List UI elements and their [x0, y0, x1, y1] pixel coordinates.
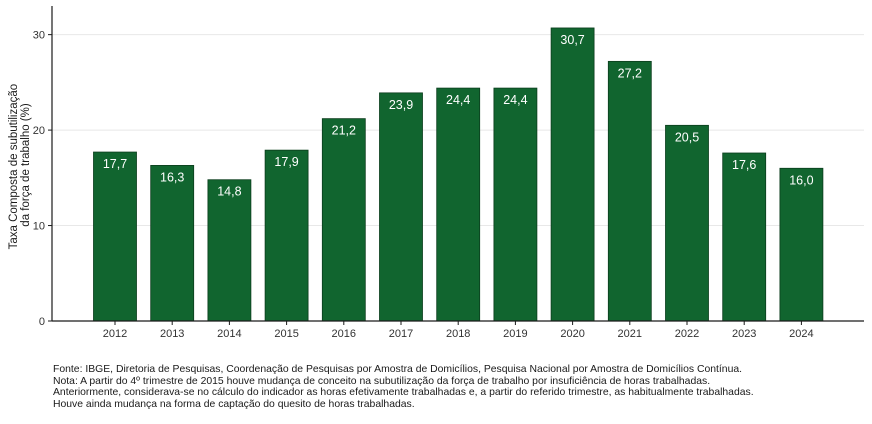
x-tick-label: 2024: [789, 328, 813, 340]
x-tick-label: 2012: [103, 328, 127, 340]
x-tick-label: 2019: [503, 328, 527, 340]
x-tick-label: 2016: [332, 328, 356, 340]
x-tick-label: 2015: [274, 328, 298, 340]
bar: [493, 87, 538, 322]
y-tick-label: 20: [33, 125, 45, 137]
bar: [93, 151, 137, 322]
y-axis-label-line-2: da força de trabalho (%): [20, 103, 32, 227]
bar-value-label: 17,7: [103, 157, 127, 171]
y-tick-label: 10: [33, 221, 45, 233]
y-tick-label: 0: [39, 316, 45, 328]
bar-value-labels: 17,7 16,3 14,8 17,9 21,2 23,9 24,4 24,4 30,7 27,2…: [103, 33, 814, 199]
footnote-note-line-3: Houve ainda mudança na forma de captação…: [53, 398, 415, 410]
bar-value-label: 27,2: [618, 66, 642, 80]
bar-value-label: 16,0: [789, 173, 813, 187]
x-tick-label: 2014: [217, 328, 241, 340]
bar-value-label: 24,4: [503, 93, 527, 107]
bar-value-label: 20,5: [675, 130, 699, 144]
footnote-note-line-1: Nota: A partir do 4º trimestre de 2015 h…: [53, 375, 711, 387]
bar: [779, 167, 824, 322]
x-tick-label: 2018: [446, 328, 470, 340]
bar: [207, 179, 252, 322]
bar-value-label: 24,4: [446, 93, 470, 107]
bar: [321, 118, 366, 322]
bar-value-label: 23,9: [389, 98, 413, 112]
footnote-note-line-2: Anteriormente, considerava-se no cálculo…: [53, 387, 754, 399]
bar: [722, 152, 767, 322]
bar-value-label: 16,3: [160, 170, 184, 184]
bar: [379, 92, 423, 322]
bar: [436, 87, 481, 322]
footnote: Fonte: IBGE, Diretoria de Pesquisas, Coo…: [53, 364, 868, 410]
bar: [607, 60, 652, 322]
bar-value-label: 17,6: [732, 158, 756, 172]
y-axis-label-line-1: Taxa Composta de subutilização: [8, 84, 20, 250]
bar-value-label: 30,7: [560, 33, 584, 47]
x-axis-ticks: 2012 2013 2014 2015 2016 2017 2018 2019 2020 2021…: [103, 321, 814, 340]
bars: [93, 27, 824, 322]
y-axis-label: Taxa Composta de subutilização da força …: [8, 81, 32, 250]
bar-value-label: 21,2: [332, 124, 356, 138]
bar: [550, 27, 595, 322]
bar: [264, 149, 309, 322]
bar-chart: 17,7 16,3 14,8 17,9 21,2 23,9 24,4 24,4 30,7 27,2…: [8, 6, 864, 340]
x-tick-label: 2017: [389, 328, 413, 340]
x-tick-label: 2021: [618, 328, 642, 340]
x-tick-label: 2023: [732, 328, 756, 340]
y-axis-ticks: 0 10 20 30: [33, 30, 52, 328]
bar-value-label: 17,9: [274, 155, 298, 169]
bar-value-label: 14,8: [217, 185, 241, 199]
bar: [665, 124, 709, 322]
bar: [150, 165, 195, 322]
footnote-source: Fonte: IBGE, Diretoria de Pesquisas, Coo…: [53, 364, 743, 375]
y-tick-label: 30: [33, 30, 45, 42]
x-tick-label: 2022: [675, 328, 699, 340]
x-tick-label: 2020: [560, 328, 584, 340]
x-tick-label: 2013: [160, 328, 184, 340]
